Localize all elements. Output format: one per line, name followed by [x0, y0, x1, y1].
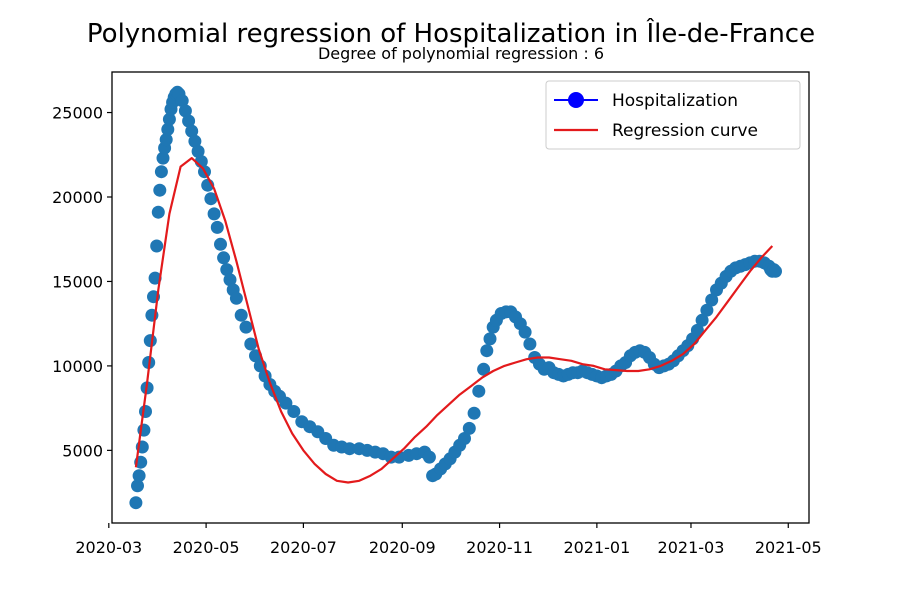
legend-label: Regression curve — [612, 121, 758, 141]
x-tick-label: 2020-11 — [466, 538, 533, 557]
x-tick-label: 2021-03 — [658, 538, 725, 557]
y-tick-label: 20000 — [52, 188, 103, 207]
data-point — [210, 220, 224, 234]
legend-box — [545, 80, 801, 150]
data-point — [154, 165, 168, 179]
data-point — [143, 334, 157, 348]
data-point — [162, 112, 176, 126]
data-point — [148, 271, 162, 285]
data-point — [151, 205, 165, 219]
legend-label: Hospitalization — [612, 91, 738, 111]
data-point — [695, 313, 709, 327]
x-tick-label: 2020-07 — [270, 538, 337, 557]
data-point — [700, 303, 714, 317]
legend: Hospitalization Regression curve — [545, 80, 801, 150]
chart-subtitle: Degree of polynomial regression : 6 — [318, 44, 604, 63]
data-point — [139, 405, 152, 418]
y-tick-label: 10000 — [52, 357, 103, 376]
data-point — [462, 421, 476, 435]
data-point — [223, 273, 237, 287]
data-point — [480, 344, 494, 358]
y-tick-label: 5000 — [62, 441, 103, 460]
regression-line — [134, 157, 774, 484]
data-point — [150, 239, 164, 253]
data-point — [477, 362, 491, 376]
data-point — [191, 144, 205, 158]
y-tick-label: 15000 — [52, 272, 103, 291]
axes-frame — [111, 71, 810, 524]
data-point — [229, 291, 243, 305]
data-point — [132, 469, 146, 483]
data-point — [523, 337, 537, 351]
data-point — [220, 263, 234, 277]
data-point — [518, 325, 532, 339]
data-point — [690, 323, 704, 337]
x-tick-label: 2021-01 — [563, 538, 630, 557]
data-point — [769, 264, 782, 278]
x-tick-label: 2020-05 — [173, 538, 240, 557]
data-point — [467, 406, 481, 420]
data-point — [244, 337, 258, 351]
y-tick-label: 25000 — [52, 104, 103, 123]
data-point — [159, 133, 173, 147]
data-point — [217, 251, 231, 265]
data-point — [472, 384, 486, 398]
x-tick-label: 2020-09 — [369, 538, 436, 557]
data-point — [458, 432, 471, 445]
plot-area — [129, 85, 782, 510]
data-point — [182, 114, 196, 128]
axes: 5000 10000 15000 20000 25000 2020-03 2020-05 20… — [52, 71, 822, 557]
data-point — [185, 124, 199, 138]
data-point — [153, 183, 167, 197]
data-point — [422, 450, 436, 464]
chart-title: Polynomial regression of Hospitalization… — [87, 17, 815, 49]
data-point — [705, 293, 719, 307]
data-point — [129, 496, 143, 510]
data-point — [188, 134, 202, 148]
data-point — [214, 237, 227, 251]
data-point — [392, 450, 406, 464]
legend-marker — [568, 92, 584, 108]
data-point — [131, 479, 144, 493]
x-tick-label: 2021-05 — [755, 538, 822, 557]
data-point — [178, 104, 192, 118]
data-point — [175, 94, 189, 108]
data-point — [343, 442, 357, 456]
data-point — [234, 308, 248, 322]
data-point — [161, 122, 175, 136]
data-point — [156, 151, 170, 165]
data-point — [483, 332, 497, 346]
data-point — [287, 405, 301, 418]
data-point — [204, 192, 218, 206]
data-point — [279, 396, 293, 410]
data-point — [207, 207, 221, 221]
data-point — [239, 320, 253, 334]
x-tick-label: 2020-03 — [75, 538, 142, 557]
